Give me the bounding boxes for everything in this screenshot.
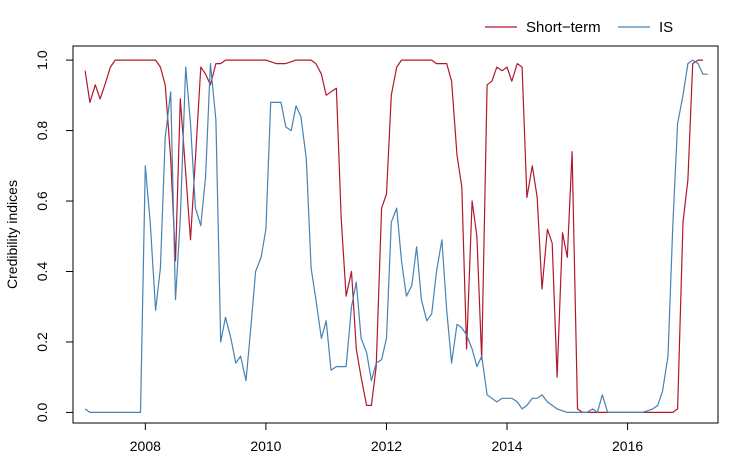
y-tick-label: 0.0	[34, 402, 50, 422]
y-axis-title: Credibility indices	[4, 180, 20, 289]
x-tick-label: 2016	[612, 438, 643, 454]
y-tick-label: 0.2	[34, 332, 50, 352]
series-line-is	[84, 59, 708, 413]
y-tick-label: 0.4	[34, 262, 50, 282]
y-axis: 0.0 0.2 0.4 0.6 0.8 1.0	[34, 50, 73, 422]
series-line-short-term	[84, 59, 703, 413]
y-tick-label: 0.8	[34, 121, 50, 141]
plot-border	[72, 45, 719, 424]
x-tick-label: 2010	[250, 438, 281, 454]
x-tick-label: 2012	[371, 438, 402, 454]
plot-frame	[72, 45, 719, 424]
x-tick-label: 2008	[130, 438, 161, 454]
series-lines	[84, 59, 708, 413]
legend-label: IS	[659, 19, 673, 36]
legend: Short−term IS	[485, 19, 673, 36]
y-tick-label: 1.0	[34, 50, 50, 70]
x-tick-label: 2014	[491, 438, 522, 454]
y-tick-label: 0.6	[34, 191, 50, 211]
legend-label: Short−term	[526, 19, 601, 36]
x-axis: 2008 2010 2012 2014 2016	[130, 423, 643, 454]
